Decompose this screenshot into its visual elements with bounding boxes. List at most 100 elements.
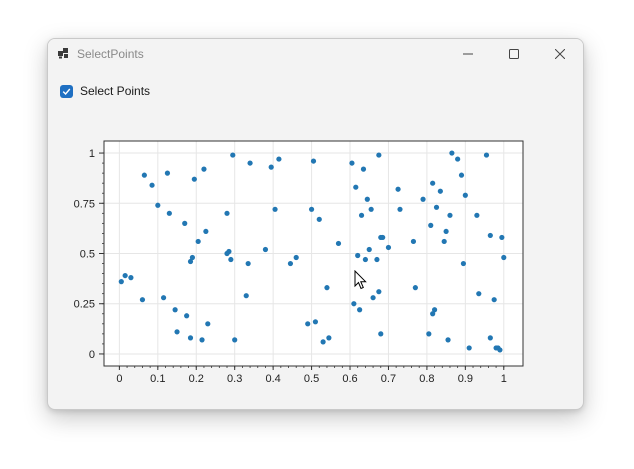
data-point <box>141 172 147 178</box>
data-point <box>276 156 282 162</box>
data-point <box>247 160 253 166</box>
data-point <box>128 275 134 281</box>
data-point <box>426 331 432 337</box>
data-point <box>430 311 436 317</box>
x-tick-label: 0.2 <box>189 373 204 385</box>
data-point <box>272 206 278 212</box>
data-point <box>232 337 238 343</box>
data-point <box>351 301 357 307</box>
maximize-icon <box>509 49 519 59</box>
title-bar[interactable]: SelectPoints <box>48 39 583 69</box>
data-point <box>487 232 493 239</box>
data-point <box>483 152 490 158</box>
data-point <box>316 216 322 222</box>
scatter-plot[interactable]: 0 0.1 0.2 0.3 0.4 0.5 0.6 0.7 0.8 0.9 1 0 0.25 0.5 0.7… <box>48 69 583 409</box>
data-point <box>376 289 382 295</box>
data-point <box>431 307 438 313</box>
y-tick-label: 1 <box>89 148 95 160</box>
data-point <box>501 254 507 261</box>
data-point <box>462 192 468 198</box>
data-point <box>445 337 451 343</box>
y-tick-label: 0 <box>89 349 95 361</box>
minimize-icon <box>463 53 473 55</box>
data-point <box>245 260 251 267</box>
x-tick-label: 0.3 <box>227 373 242 385</box>
select-points-checkbox[interactable] <box>60 84 73 98</box>
data-point <box>205 321 211 327</box>
data-point <box>164 170 171 176</box>
data-point <box>487 335 493 341</box>
data-point <box>320 339 326 345</box>
data-point <box>441 238 447 245</box>
data-point <box>349 160 355 166</box>
select-points-checkbox-row[interactable]: Select Points <box>60 83 150 99</box>
data-point <box>410 238 417 245</box>
data-point <box>262 246 269 253</box>
x-tick-label: 1 <box>501 373 507 385</box>
data-point <box>357 307 363 313</box>
data-point <box>174 329 180 335</box>
maximize-button[interactable] <box>491 39 537 69</box>
data-point <box>224 210 230 216</box>
data-point <box>380 234 386 241</box>
data-point <box>122 272 128 279</box>
data-point <box>203 228 209 235</box>
window-title: SelectPoints <box>77 47 144 61</box>
data-point <box>376 152 382 158</box>
data-point <box>243 293 249 299</box>
data-point <box>308 206 315 212</box>
data-point <box>189 254 196 261</box>
data-point <box>268 164 274 170</box>
data-point <box>362 256 368 263</box>
data-point <box>428 222 434 228</box>
data-point <box>455 156 461 162</box>
data-point <box>430 180 436 186</box>
data-point <box>366 246 372 253</box>
x-tick-label: 0 <box>116 373 122 385</box>
x-tick-label: 0.5 <box>304 373 319 385</box>
data-point <box>474 212 480 218</box>
data-point <box>443 228 449 235</box>
data-point <box>166 210 172 216</box>
data-point <box>374 256 380 263</box>
y-tick-label: 0.25 <box>74 299 95 311</box>
data-point <box>139 297 146 303</box>
data-point <box>293 254 299 261</box>
data-point <box>370 295 376 301</box>
data-point <box>187 258 194 265</box>
close-button[interactable] <box>537 39 583 69</box>
select-points-label: Select Points <box>80 84 151 98</box>
mouse-cursor-icon <box>354 270 367 290</box>
plot-frame <box>103 140 524 367</box>
app-icon <box>58 48 68 59</box>
data-point <box>155 202 161 208</box>
data-point <box>187 335 194 341</box>
data-point <box>385 244 392 251</box>
data-point <box>368 206 374 212</box>
data-point <box>358 212 365 218</box>
data-point <box>335 240 342 247</box>
content-area: Select Points 0 0.1 0.2 0.3 0.4 0.5 0.6 0.7 0.8 0… <box>48 69 583 409</box>
minimize-button[interactable] <box>445 39 491 69</box>
data-point <box>449 150 455 156</box>
x-tick-label: 0.9 <box>458 373 473 385</box>
data-point <box>118 279 124 285</box>
checkmark-icon <box>62 88 71 95</box>
data-point <box>364 196 370 202</box>
y-tick-label: 0.5 <box>80 249 95 261</box>
close-icon <box>555 49 565 59</box>
data-point <box>310 158 317 164</box>
data-point <box>447 212 453 218</box>
data-point <box>184 313 190 319</box>
data-point <box>182 220 188 226</box>
data-point <box>499 234 505 241</box>
data-point <box>353 184 359 190</box>
y-tick-label: 0.75 <box>74 198 95 210</box>
data-point <box>305 321 311 327</box>
data-point <box>228 256 234 263</box>
data-point <box>226 248 232 255</box>
data-point <box>360 166 367 172</box>
data-point <box>199 337 205 343</box>
data-point <box>172 307 178 313</box>
app-window: SelectPoints Select Points <box>47 38 584 410</box>
